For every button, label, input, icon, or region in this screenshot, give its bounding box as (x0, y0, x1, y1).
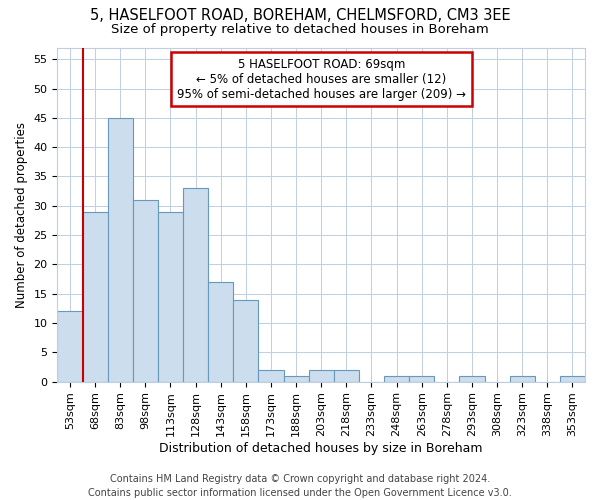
Bar (560, 376, 585, 382)
Bar (334, 370, 359, 382)
Bar (107, 118, 133, 382)
Bar (58, 312, 83, 382)
Bar (233, 300, 259, 382)
Bar (183, 188, 208, 382)
Text: 5, HASELFOOT ROAD, BOREHAM, CHELMSFORD, CM3 3EE: 5, HASELFOOT ROAD, BOREHAM, CHELMSFORD, … (89, 8, 511, 22)
Bar (208, 282, 233, 382)
Bar (284, 376, 308, 382)
Bar (509, 376, 535, 382)
Y-axis label: Number of detached properties: Number of detached properties (15, 122, 28, 308)
Text: Size of property relative to detached houses in Boreham: Size of property relative to detached ho… (111, 22, 489, 36)
Bar (308, 370, 334, 382)
Text: 5 HASELFOOT ROAD: 69sqm
← 5% of detached houses are smaller (12)
95% of semi-det: 5 HASELFOOT ROAD: 69sqm ← 5% of detached… (177, 58, 466, 100)
X-axis label: Distribution of detached houses by size in Boreham: Distribution of detached houses by size … (160, 442, 483, 455)
Text: Contains HM Land Registry data © Crown copyright and database right 2024.
Contai: Contains HM Land Registry data © Crown c… (88, 474, 512, 498)
Bar (83, 212, 107, 382)
Bar (133, 200, 158, 382)
Bar (409, 376, 434, 382)
Bar (158, 212, 183, 382)
Bar (384, 376, 409, 382)
Bar (259, 370, 284, 382)
Bar (460, 376, 485, 382)
